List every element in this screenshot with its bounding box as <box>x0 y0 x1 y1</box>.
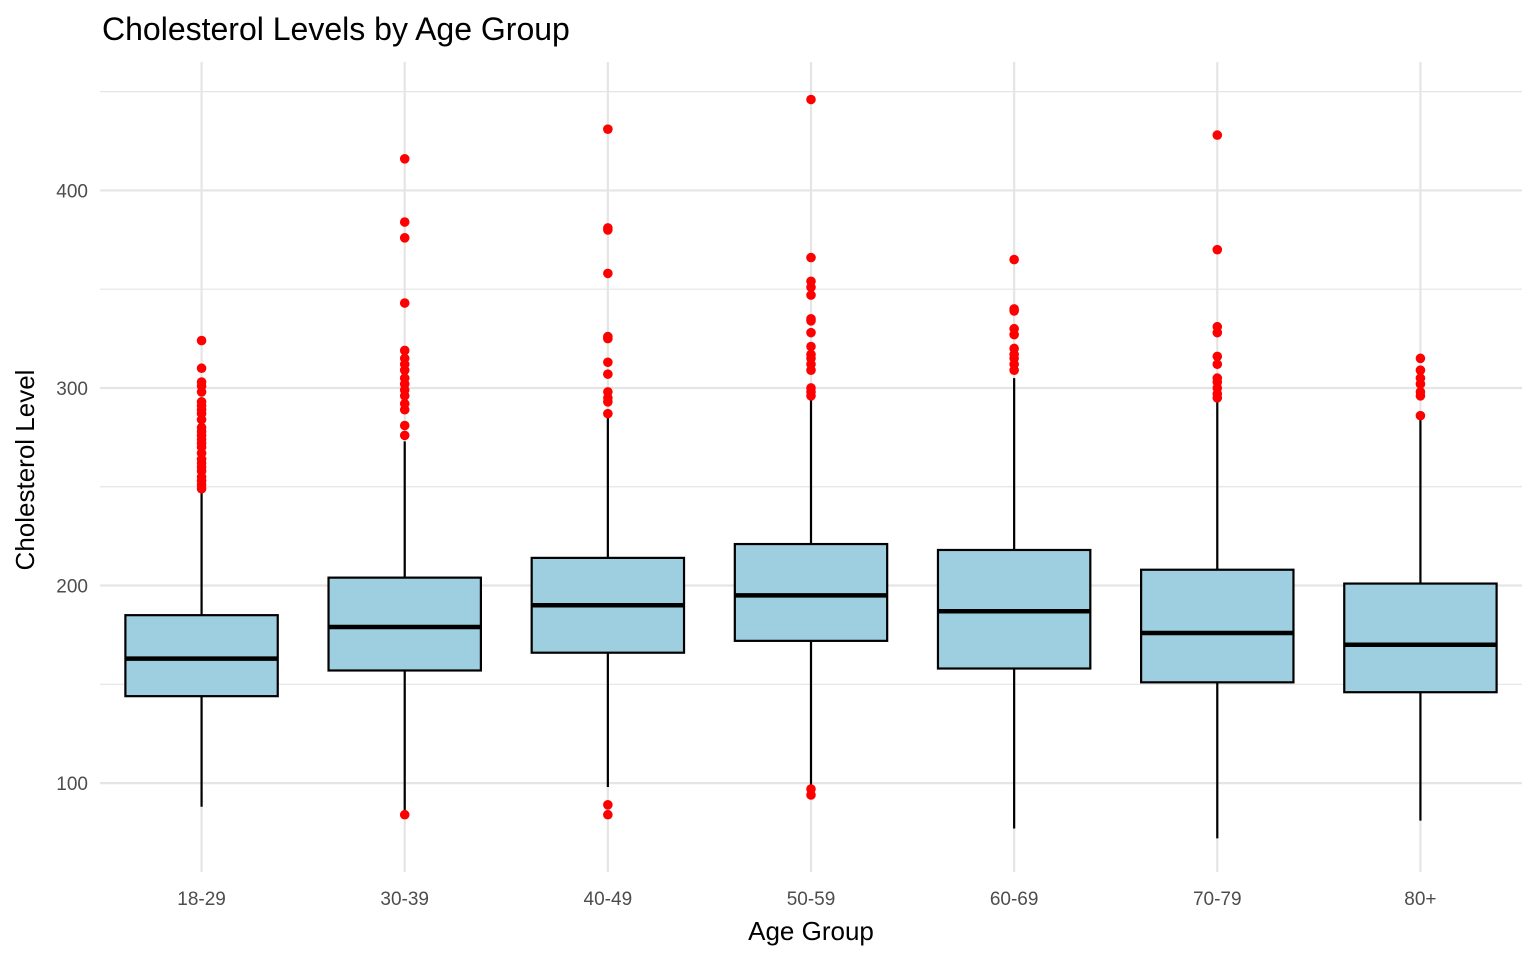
outlier-point <box>603 223 613 233</box>
outlier-point <box>196 335 207 346</box>
outlier-point <box>806 341 816 352</box>
chart-title: Cholesterol Levels by Age Group <box>102 11 570 47</box>
box-40-49 <box>530 413 686 788</box>
outlier-point <box>399 420 410 431</box>
outlier-point <box>399 809 410 820</box>
outlier-point <box>806 314 816 324</box>
outlier-point <box>806 252 816 263</box>
box-80+ <box>1343 419 1498 821</box>
outlier-point <box>1415 387 1426 397</box>
x-tick-label: 80+ <box>1404 889 1436 910</box>
iqr-box <box>327 576 482 672</box>
outlier-point <box>196 397 207 407</box>
x-tick-label: 50-59 <box>787 889 836 910</box>
box-plots <box>124 378 1498 839</box>
outlier-point <box>399 217 410 227</box>
outlier-point <box>1009 254 1019 265</box>
outlier-point <box>603 331 613 342</box>
outlier-point <box>603 809 613 820</box>
outlier-point <box>603 800 613 810</box>
outlier-point <box>399 398 410 409</box>
outlier-point <box>1415 410 1426 421</box>
outlier-point <box>806 94 816 105</box>
box-60-69 <box>936 378 1092 829</box>
iqr-box <box>733 542 889 642</box>
outlier-point <box>1415 353 1426 364</box>
outlier-point <box>1212 373 1223 383</box>
box-30-39 <box>327 441 482 811</box>
y-tick-label: 200 <box>56 577 88 598</box>
y-tick-label: 400 <box>56 181 88 202</box>
x-tick-label: 18-29 <box>177 889 226 910</box>
outlier-point <box>1212 359 1223 370</box>
outlier-point <box>399 298 410 308</box>
outlier-point <box>603 369 613 379</box>
outlier-point <box>196 377 207 387</box>
outlier-point <box>1009 304 1019 314</box>
outlier-point <box>1415 365 1426 375</box>
outlier-point <box>603 387 613 397</box>
outlier-point <box>196 363 207 374</box>
x-tick-label: 40-49 <box>584 889 633 910</box>
y-axis-title: Cholesterol Level <box>10 370 40 571</box>
y-tick-label: 100 <box>56 774 88 795</box>
outlier-point <box>806 290 816 300</box>
outlier-point <box>806 327 816 338</box>
outlier-point <box>603 408 613 419</box>
outlier-point <box>806 784 816 794</box>
outlier-point <box>1212 130 1223 140</box>
outlier-point <box>603 268 613 279</box>
outlier-point <box>806 383 816 393</box>
outlier-point <box>1009 343 1019 354</box>
outlier-point <box>603 357 613 368</box>
outlier-point <box>399 233 410 243</box>
box-70-79 <box>1140 399 1295 839</box>
outlier-point <box>1415 373 1426 383</box>
outlier-point <box>196 422 207 433</box>
x-axis-title: Age Group <box>748 916 874 946</box>
x-axis-ticks: 18-29 30-39 40-49 50-59 60-69 70-79 80+ <box>177 889 1436 910</box>
outlier-point <box>603 124 613 134</box>
x-tick-label: 70-79 <box>1193 889 1242 910</box>
outlier-point <box>399 353 410 364</box>
outlier-point <box>1212 321 1223 332</box>
outlier-point <box>399 430 410 441</box>
outlier-point <box>399 373 410 383</box>
iqr-box <box>124 614 279 698</box>
outlier-point <box>399 345 410 356</box>
outlier-point <box>1212 351 1223 362</box>
outlier-point <box>1212 244 1223 255</box>
y-tick-label: 300 <box>56 379 88 400</box>
x-tick-label: 30-39 <box>380 889 429 910</box>
x-tick-label: 60-69 <box>990 889 1039 910</box>
outlier-point <box>1009 323 1019 334</box>
iqr-box <box>1140 568 1295 684</box>
box-18-29 <box>124 492 279 807</box>
outlier-point <box>806 276 816 287</box>
outlier-point <box>399 154 410 164</box>
outlier-points <box>196 94 1426 820</box>
box-50-59 <box>733 395 889 786</box>
y-axis-ticks: 100 200 300 400 <box>56 181 88 795</box>
iqr-box <box>1343 582 1498 694</box>
outlier-point <box>806 349 816 360</box>
